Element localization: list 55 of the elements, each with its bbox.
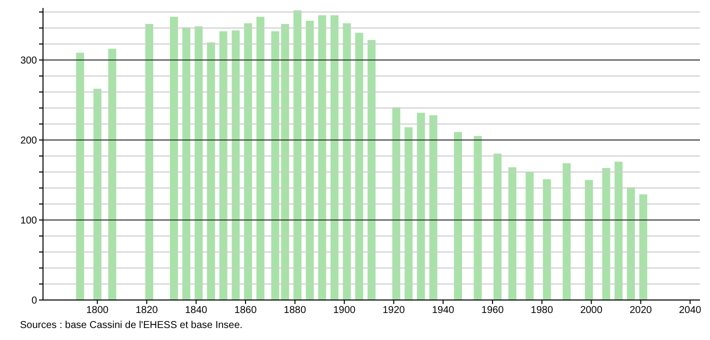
bar bbox=[244, 23, 252, 300]
bar bbox=[454, 132, 462, 300]
bar bbox=[170, 16, 178, 300]
bar bbox=[318, 15, 326, 300]
bar bbox=[271, 31, 280, 300]
bar bbox=[232, 30, 240, 300]
y-tick-label: 0 bbox=[31, 296, 38, 307]
x-tick-label: 1940 bbox=[432, 305, 455, 316]
bar bbox=[508, 167, 516, 300]
bar bbox=[182, 27, 190, 300]
bar bbox=[194, 26, 203, 300]
x-tick-label: 2040 bbox=[678, 305, 702, 316]
bar bbox=[207, 42, 216, 300]
y-tick-label: 200 bbox=[20, 136, 38, 147]
x-tick-label: 1860 bbox=[234, 305, 258, 316]
bar bbox=[494, 154, 502, 300]
bar bbox=[355, 32, 364, 300]
y-tick-label: 100 bbox=[20, 216, 38, 227]
bar bbox=[145, 24, 154, 300]
x-tick-label: 1980 bbox=[530, 305, 554, 316]
bar bbox=[281, 24, 290, 300]
x-tick-label: 1800 bbox=[86, 305, 109, 316]
bar bbox=[584, 180, 593, 300]
bar bbox=[342, 23, 351, 300]
bar bbox=[416, 112, 425, 300]
bar bbox=[76, 52, 84, 300]
bar bbox=[404, 127, 413, 300]
bar bbox=[429, 115, 438, 300]
bar bbox=[526, 172, 534, 300]
bar bbox=[602, 168, 610, 300]
x-tick-label: 1820 bbox=[136, 305, 158, 316]
bar bbox=[330, 15, 339, 300]
x-tick-label: 2020 bbox=[630, 305, 652, 316]
x-tick-label: 1900 bbox=[333, 305, 356, 316]
bar bbox=[614, 162, 623, 300]
x-tick-label: 1920 bbox=[382, 305, 406, 316]
bar bbox=[368, 40, 376, 300]
bar bbox=[562, 163, 571, 300]
bar bbox=[626, 187, 635, 300]
y-tick-label: 300 bbox=[20, 56, 38, 67]
bar bbox=[256, 16, 264, 300]
x-tick-label: 1960 bbox=[481, 305, 504, 316]
x-tick-label: 1880 bbox=[284, 305, 306, 316]
bar bbox=[542, 179, 551, 300]
bar bbox=[219, 31, 228, 300]
bar bbox=[293, 10, 302, 300]
bar bbox=[93, 88, 102, 300]
source-note: Sources : base Cassini de l'EHESS et base Insee. bbox=[20, 320, 244, 331]
bar bbox=[474, 136, 482, 300]
bar bbox=[108, 48, 116, 300]
bar bbox=[392, 107, 400, 300]
bar bbox=[306, 20, 314, 300]
x-tick-label: 2000 bbox=[580, 305, 603, 316]
bar bbox=[639, 194, 648, 300]
x-tick-label: 1840 bbox=[185, 305, 208, 316]
